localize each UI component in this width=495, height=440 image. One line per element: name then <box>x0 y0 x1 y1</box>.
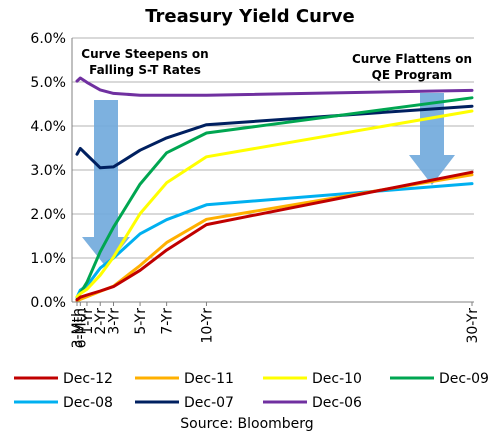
x-tick-label: 10-Yr <box>199 308 215 344</box>
y-tick-label: 0.0% <box>30 295 66 311</box>
annotations: Curve Steepens on Falling S-T Rates Curve … <box>81 47 472 82</box>
series-line-dec-07 <box>75 104 474 170</box>
legend-label: Dec-10 <box>312 371 362 387</box>
annotation-text: Falling S-T Rates <box>89 63 201 77</box>
legend-label: Dec-09 <box>439 371 489 387</box>
x-tick-label: 5-Yr <box>133 308 149 335</box>
y-tick-label: 4.0% <box>30 119 66 135</box>
x-tick-label: 1-Yr <box>80 308 96 335</box>
annotation-text: QE Program <box>372 68 453 82</box>
steepen-arrow <box>82 100 130 267</box>
legend: Dec-12 Dec-11 Dec-10 Dec-09 Dec-08 Dec-07 Dec-… <box>14 371 489 411</box>
y-tick-label: 3.0% <box>30 163 66 179</box>
y-tick-label: 6.0% <box>30 31 66 47</box>
legend-label: Dec-12 <box>63 371 113 387</box>
annotation-text: Curve Flattens on <box>352 52 472 66</box>
series-line-dec-09 <box>75 96 474 301</box>
series-line-dec-12 <box>75 170 474 302</box>
series-line-dec-06 <box>75 76 474 97</box>
x-tick-label: 6-Mth <box>73 308 89 348</box>
legend-label: Dec-11 <box>184 371 234 387</box>
series-lines <box>75 76 474 303</box>
source-note: Source: Bloomberg <box>180 416 313 432</box>
x-tick-label: 7-Yr <box>160 308 176 335</box>
legend-label: Dec-07 <box>184 395 234 411</box>
y-tick-label: 5.0% <box>30 75 66 91</box>
legend-label: Dec-08 <box>63 395 113 411</box>
y-tick-label: 2.0% <box>30 207 66 223</box>
x-tick-label: 2-Yr <box>93 308 109 335</box>
y-axis-ticks: 0.0% 1.0% 2.0% 3.0% 4.0% 5.0% 6.0% <box>30 31 66 311</box>
y-tick-label: 1.0% <box>30 251 66 267</box>
x-tick-label: 30-Yr <box>465 308 481 344</box>
axes <box>71 38 474 303</box>
series-line-dec-10 <box>75 109 474 299</box>
legend-label: Dec-06 <box>312 395 362 411</box>
x-tick-label: 3-Mth <box>70 308 86 348</box>
chart-title: Treasury Yield Curve <box>145 6 355 27</box>
x-tick-label: 3-Yr <box>107 308 123 335</box>
annotation-text: Curve Steepens on <box>81 47 208 61</box>
series-line-dec-08 <box>75 182 474 299</box>
